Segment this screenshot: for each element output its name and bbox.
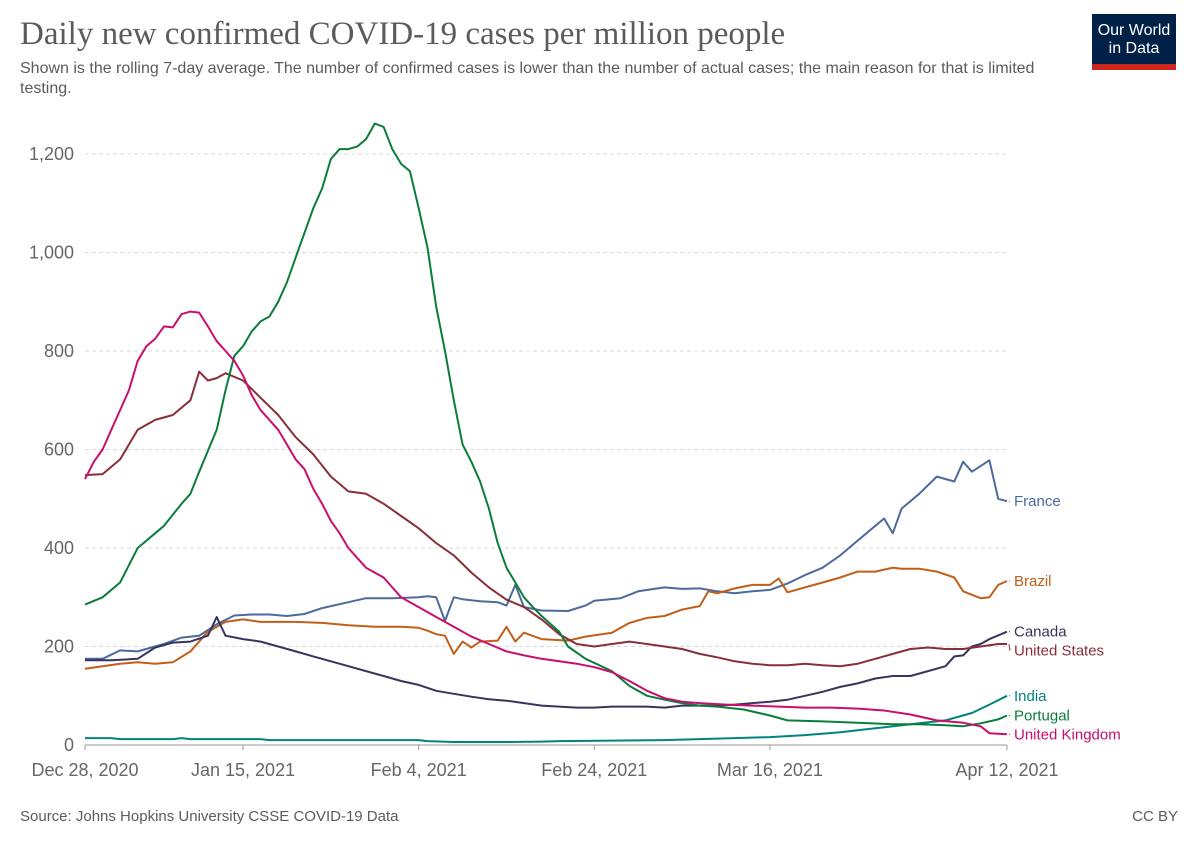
series-group: [84, 122, 1008, 743]
series-line-france[interactable]: [85, 459, 1008, 660]
series-label-united-states[interactable]: United States: [1014, 643, 1104, 660]
series-label-portugal[interactable]: Portugal: [1014, 707, 1070, 724]
x-tick-label: Feb 24, 2021: [541, 760, 647, 780]
x-tick-label: Feb 4, 2021: [371, 760, 467, 780]
series-label-brazil[interactable]: Brazil: [1014, 573, 1052, 590]
y-tick-label: 200: [44, 637, 74, 657]
series-line-brazil[interactable]: [84, 566, 1008, 670]
series-line-portugal[interactable]: [84, 122, 1008, 728]
x-tick-label: Mar 16, 2021: [717, 760, 823, 780]
series-label-india[interactable]: India: [1014, 688, 1047, 705]
y-tick-label: 0: [64, 735, 74, 755]
y-tick-label: 1,200: [29, 144, 74, 164]
series-line-india[interactable]: [85, 694, 1008, 743]
axis: 0 200 400 600 800 1,000 1,200 Dec 28, 2020 Jan 1…: [29, 144, 1059, 780]
series-labels: France Brazil Canada United States India Port…: [1008, 493, 1121, 743]
y-tick-label: 1,000: [29, 243, 74, 263]
series-line-united-states[interactable]: [84, 370, 1007, 668]
series-label-france[interactable]: France: [1014, 493, 1061, 510]
x-tick-label: Apr 12, 2021: [955, 760, 1058, 780]
series-label-canada[interactable]: Canada: [1014, 624, 1067, 641]
owid-logo[interactable]: Our World in Data: [1092, 14, 1176, 70]
x-tick-label: Dec 28, 2020: [31, 760, 138, 780]
x-tick-label: Jan 15, 2021: [191, 760, 295, 780]
logo-line-1: Our World: [1097, 22, 1171, 39]
y-tick-label: 400: [44, 538, 74, 558]
series-label-united-kingdom[interactable]: United Kingdom: [1014, 726, 1121, 743]
logo-line-2: in Data: [1108, 40, 1160, 57]
y-tick-label: 800: [44, 341, 74, 361]
chart-title: Daily new confirmed COVID-19 cases per m…: [20, 16, 786, 52]
source-note[interactable]: Source: Johns Hopkins University CSSE CO…: [20, 808, 399, 825]
license-link[interactable]: CC BY: [1132, 808, 1178, 825]
chart-subtitle: Shown is the rolling 7-day average. The …: [20, 60, 1035, 97]
series-line-united-kingdom[interactable]: [84, 310, 1008, 736]
y-tick-label: 600: [44, 440, 74, 460]
label-connector: [1008, 643, 1011, 651]
series-line-canada[interactable]: [85, 616, 1008, 709]
